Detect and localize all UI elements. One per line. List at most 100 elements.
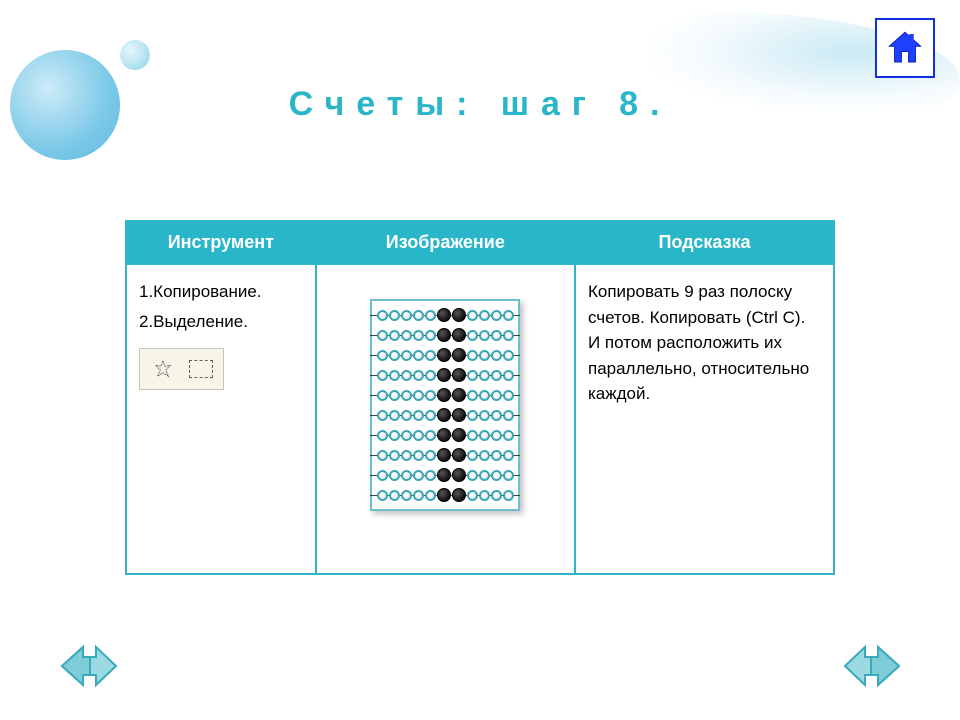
arrow-right-icon: [843, 643, 903, 689]
bead-white: [377, 490, 388, 501]
bead-black: [437, 348, 451, 362]
bead-white: [413, 430, 424, 441]
header-image: Изображение: [316, 221, 575, 264]
bead-black: [437, 448, 451, 462]
bead-white: [503, 370, 514, 381]
bead-black: [452, 488, 466, 502]
abacus-row: [376, 325, 514, 345]
home-button[interactable]: [875, 18, 935, 78]
bead-white: [377, 370, 388, 381]
bead-white: [377, 410, 388, 421]
bead-white: [467, 310, 478, 321]
header-hint: Подсказка: [575, 221, 834, 264]
arrow-left-icon: [58, 643, 118, 689]
bead-black: [452, 408, 466, 422]
bead-white: [425, 490, 436, 501]
bead-black: [452, 468, 466, 482]
bead-white: [503, 350, 514, 361]
bead-black: [452, 428, 466, 442]
bead-white: [467, 330, 478, 341]
bead-white: [413, 450, 424, 461]
bead-white: [389, 450, 400, 461]
bead-white: [389, 470, 400, 481]
bead-black: [452, 388, 466, 402]
bead-white: [479, 390, 490, 401]
bead-white: [491, 470, 502, 481]
bead-white: [413, 390, 424, 401]
bead-white: [389, 330, 400, 341]
bead-black: [437, 328, 451, 342]
bead-white: [479, 330, 490, 341]
bead-white: [413, 310, 424, 321]
bead-white: [425, 310, 436, 321]
bead-white: [467, 390, 478, 401]
bead-white: [401, 450, 412, 461]
bead-white: [401, 390, 412, 401]
bead-white: [479, 310, 490, 321]
bead-white: [503, 410, 514, 421]
bead-white: [401, 370, 412, 381]
bead-white: [401, 410, 412, 421]
bead-black: [437, 488, 451, 502]
instrument-line-1: 1.Копирование.: [139, 279, 303, 305]
bead-white: [491, 310, 502, 321]
bead-white: [503, 470, 514, 481]
abacus-row: [376, 485, 514, 505]
bead-white: [479, 430, 490, 441]
bead-white: [491, 410, 502, 421]
bead-white: [413, 470, 424, 481]
bead-white: [389, 410, 400, 421]
bead-white: [401, 470, 412, 481]
bead-white: [377, 330, 388, 341]
bead-white: [491, 390, 502, 401]
bead-white: [479, 450, 490, 461]
bead-white: [467, 450, 478, 461]
bead-white: [413, 410, 424, 421]
bead-white: [479, 370, 490, 381]
bead-white: [389, 490, 400, 501]
abacus-row: [376, 305, 514, 325]
bead-white: [389, 370, 400, 381]
bead-white: [479, 350, 490, 361]
abacus-row: [376, 465, 514, 485]
bead-white: [503, 430, 514, 441]
abacus-row: [376, 345, 514, 365]
bead-white: [467, 490, 478, 501]
bead-white: [413, 350, 424, 361]
bead-white: [491, 370, 502, 381]
abacus-row: [376, 365, 514, 385]
bead-white: [479, 490, 490, 501]
bead-white: [377, 350, 388, 361]
bead-white: [467, 350, 478, 361]
bead-white: [425, 410, 436, 421]
bead-white: [467, 370, 478, 381]
bead-white: [467, 430, 478, 441]
bead-white: [377, 390, 388, 401]
bead-white: [425, 450, 436, 461]
bead-white: [389, 350, 400, 361]
cell-hint: Копировать 9 раз полоску счетов. Копиров…: [575, 264, 834, 574]
next-button[interactable]: [840, 642, 905, 690]
bead-white: [425, 430, 436, 441]
bead-white: [401, 350, 412, 361]
bead-white: [491, 450, 502, 461]
bead-white: [401, 310, 412, 321]
bead-black: [437, 408, 451, 422]
bead-white: [401, 430, 412, 441]
home-icon: [884, 27, 926, 69]
bead-white: [491, 490, 502, 501]
bead-white: [491, 350, 502, 361]
abacus-row: [376, 445, 514, 465]
abacus-row: [376, 425, 514, 445]
bead-white: [377, 310, 388, 321]
abacus-row: [376, 385, 514, 405]
bead-white: [467, 410, 478, 421]
bead-black: [437, 368, 451, 382]
bead-white: [377, 470, 388, 481]
bead-black: [437, 428, 451, 442]
bead-white: [413, 490, 424, 501]
prev-button[interactable]: [55, 642, 120, 690]
bead-white: [413, 330, 424, 341]
bead-white: [425, 470, 436, 481]
bead-white: [503, 390, 514, 401]
